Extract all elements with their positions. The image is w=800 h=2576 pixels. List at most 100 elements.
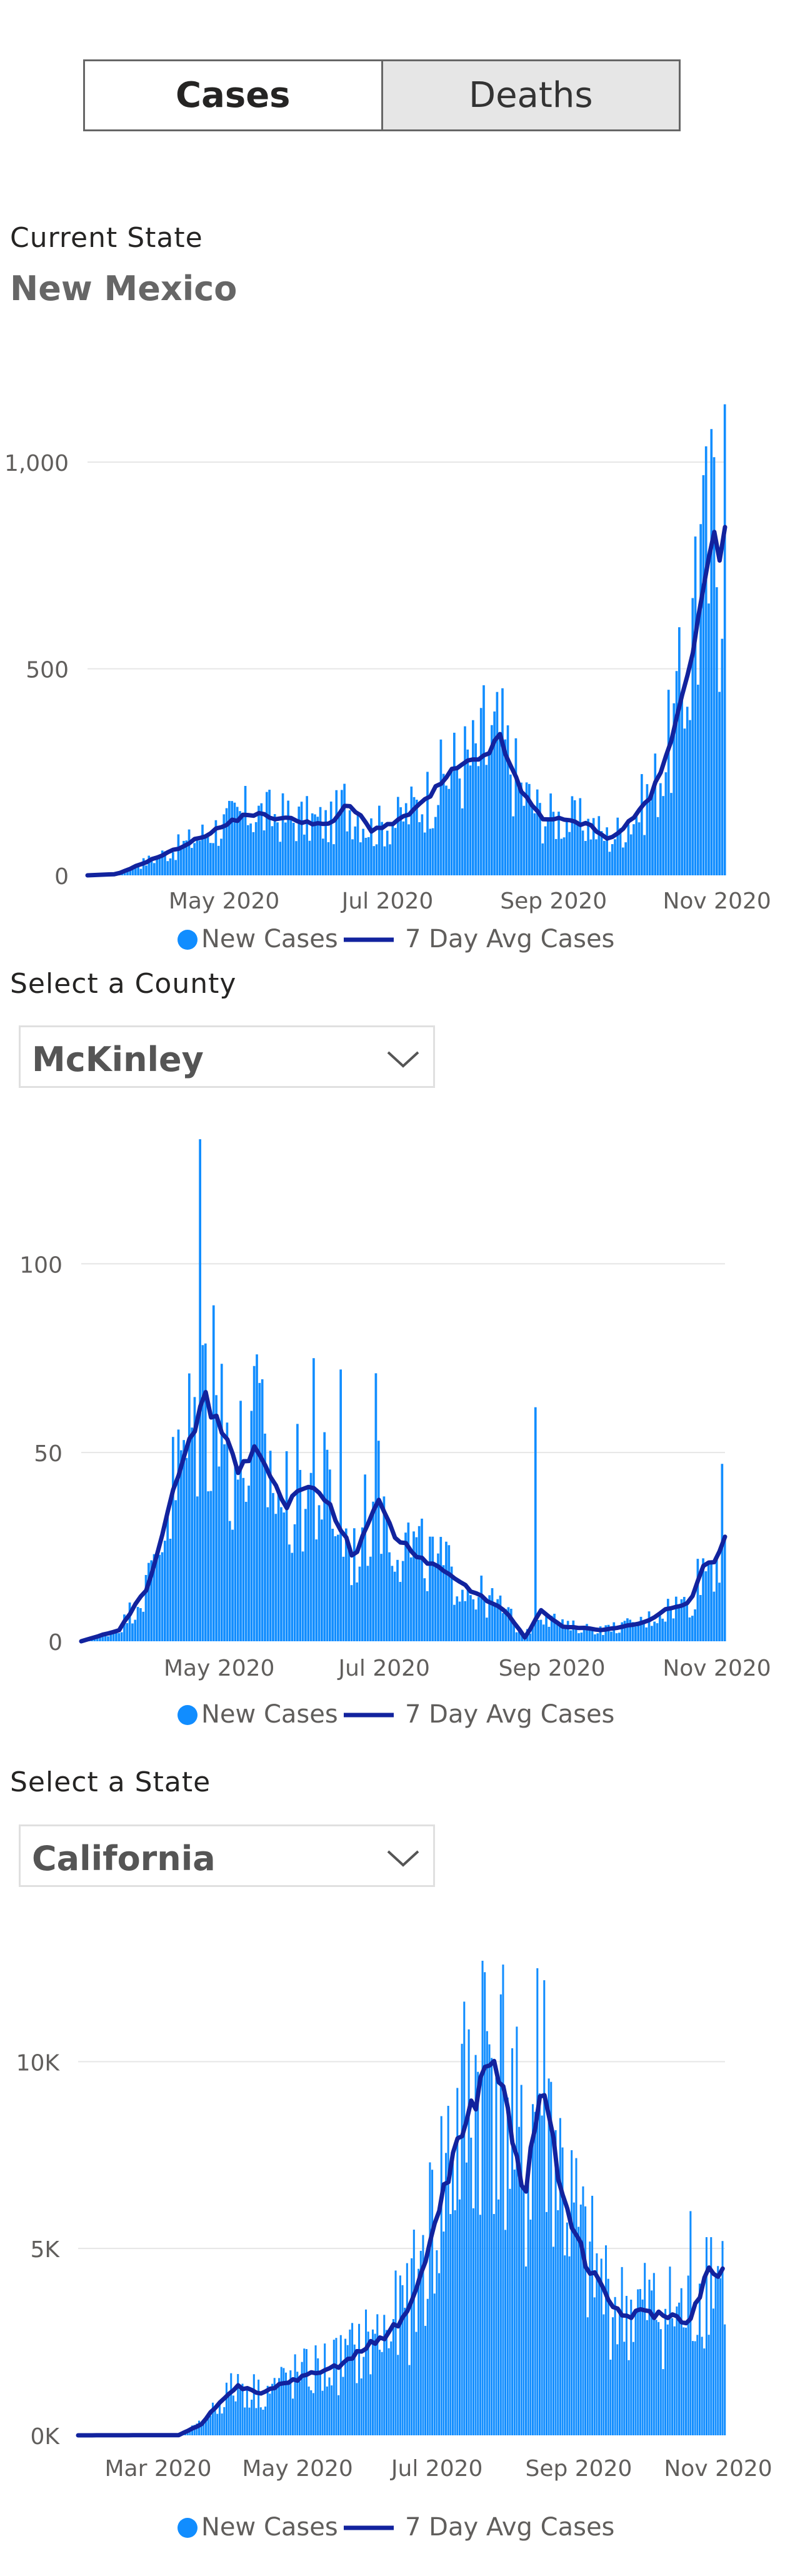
y-tick-label: 1,000 <box>4 451 69 476</box>
bar <box>650 1626 653 1641</box>
bar <box>458 1601 461 1641</box>
bar <box>715 1559 718 1641</box>
bar <box>298 807 301 875</box>
bar <box>412 2230 415 2435</box>
bar <box>680 1599 683 1641</box>
bar <box>369 1556 372 1641</box>
bar <box>198 840 201 875</box>
bar <box>153 863 156 875</box>
bar <box>524 2266 528 2435</box>
bar <box>541 2115 543 2435</box>
legend: New Cases 7 Day Avg Cases <box>178 2513 614 2542</box>
bar <box>353 2344 356 2435</box>
bar <box>572 2202 575 2435</box>
bar <box>404 1532 407 1641</box>
bar <box>498 2199 500 2435</box>
bar <box>136 1607 139 1641</box>
bar <box>329 801 332 875</box>
bar <box>394 2270 397 2435</box>
bar <box>323 1432 326 1641</box>
bar <box>319 2374 321 2435</box>
bar <box>641 2299 644 2435</box>
bar <box>188 829 191 875</box>
bar <box>584 2206 587 2435</box>
bar <box>544 826 547 875</box>
bar <box>300 802 303 875</box>
bar <box>331 2385 333 2435</box>
bar <box>179 850 182 875</box>
bar <box>179 1450 182 1641</box>
bar <box>588 1630 591 1641</box>
bar <box>525 782 528 875</box>
bar <box>266 2385 269 2435</box>
bar <box>602 1634 604 1641</box>
bar <box>600 2258 602 2435</box>
legend: New Cases 7 Day Avg Cases <box>178 925 614 953</box>
bar <box>683 728 686 875</box>
bar <box>262 830 266 875</box>
bar <box>676 2306 678 2435</box>
bar <box>261 1379 264 1641</box>
y-tick-label: 100 <box>19 1252 62 1278</box>
bar <box>635 815 638 875</box>
x-tick-label: May 2020 <box>164 1656 275 1681</box>
bar <box>552 812 555 875</box>
bar <box>653 1621 656 1641</box>
legend: New Cases 7 Day Avg Cases <box>178 1700 614 1729</box>
bar <box>338 812 341 875</box>
bar <box>694 1609 696 1641</box>
bar <box>99 1635 101 1641</box>
bar <box>421 1518 423 1641</box>
bar <box>288 1544 291 1641</box>
bar <box>156 855 158 875</box>
bar <box>412 797 416 875</box>
cases-button[interactable]: Cases <box>85 61 381 129</box>
bar <box>284 2372 288 2435</box>
bar <box>612 1622 616 1641</box>
bar <box>504 1609 508 1641</box>
bar <box>512 1619 515 1641</box>
bar <box>447 2106 449 2435</box>
bar <box>453 1604 456 1641</box>
bar <box>714 2276 717 2435</box>
bar <box>244 2407 246 2435</box>
bar <box>321 2390 324 2435</box>
bar <box>491 725 493 875</box>
bar <box>308 2386 310 2435</box>
bar <box>542 1624 545 1641</box>
bar <box>426 772 429 875</box>
chevron-down-icon <box>387 1051 419 1068</box>
deaths-button[interactable]: Deaths <box>381 61 679 129</box>
y-tick-label: 0 <box>48 1630 62 1656</box>
bar <box>388 1552 391 1641</box>
bar <box>356 1582 358 1641</box>
bar <box>472 2208 474 2435</box>
bar <box>298 2381 301 2435</box>
county-dropdown[interactable]: McKinley <box>19 1025 435 1088</box>
bar <box>641 774 643 875</box>
bar <box>627 824 630 875</box>
bar <box>721 1464 724 1641</box>
bar <box>518 2126 521 2435</box>
bar <box>724 2324 726 2435</box>
bar <box>604 1625 608 1641</box>
bar <box>480 1575 483 1641</box>
bar <box>230 2373 232 2435</box>
bar <box>607 2278 609 2435</box>
bar <box>658 2322 660 2435</box>
bar <box>479 2215 481 2435</box>
bar <box>436 2250 438 2435</box>
bar <box>623 2342 626 2435</box>
bar <box>339 1369 342 1641</box>
bar <box>424 2325 427 2435</box>
bar <box>278 2378 281 2435</box>
bar <box>332 844 335 875</box>
bar <box>486 2031 488 2435</box>
state-dropdown[interactable]: California <box>19 1824 435 1887</box>
bar <box>509 2188 511 2435</box>
bar <box>131 1623 134 1641</box>
bar <box>680 2288 682 2435</box>
bar <box>448 788 451 875</box>
bar <box>193 1397 196 1641</box>
bar <box>651 2290 653 2435</box>
